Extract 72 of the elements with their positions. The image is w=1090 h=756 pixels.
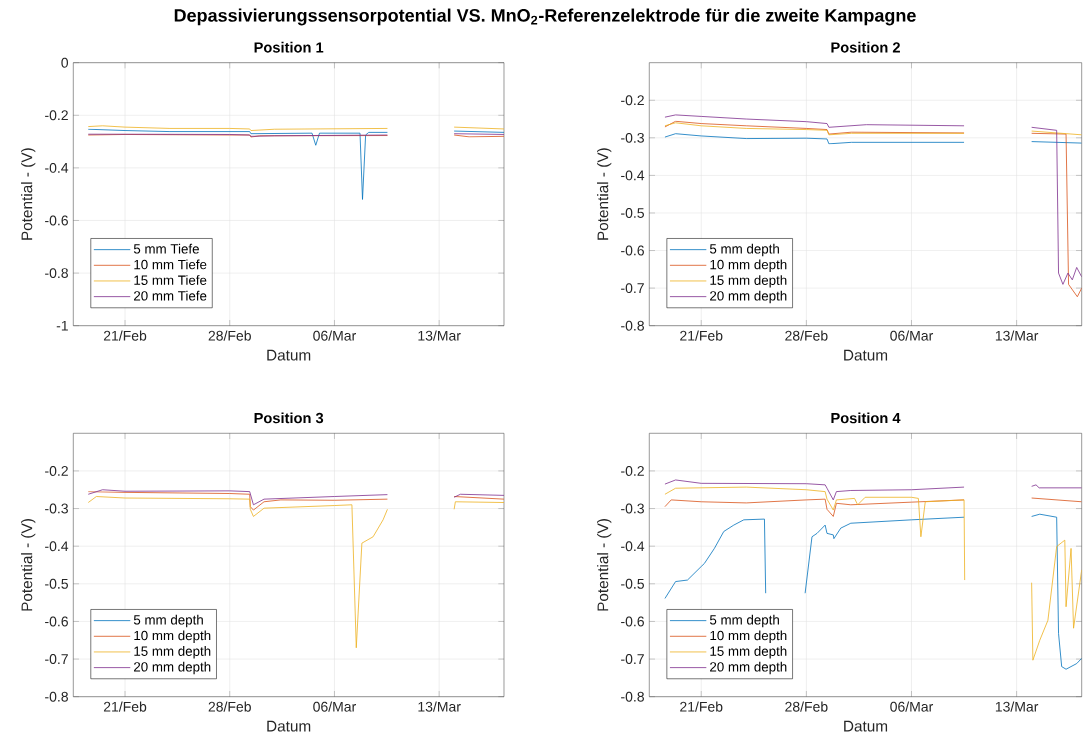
y-tick-label: 0 bbox=[61, 57, 69, 68]
legend-label: 5 mm depth bbox=[133, 614, 203, 628]
y-tick-label: -0.4 bbox=[621, 170, 645, 181]
x-tick-label: 13/Mar bbox=[995, 330, 1039, 341]
legend-label: 10 mm depth bbox=[134, 630, 211, 643]
chart-title: Position 4 bbox=[831, 412, 901, 424]
legend-label: 20 mm depth bbox=[710, 290, 787, 304]
y-tick-label: -0.3 bbox=[45, 503, 68, 514]
y-tick-label: -0.2 bbox=[621, 95, 644, 106]
text: Depassivierungssensorpotential VS. MnO$_{2}$-Referenzelektrode für die zweite Kampagne bbox=[174, 8, 916, 26]
y-tick-label: -0.5 bbox=[45, 578, 68, 589]
x-tick-label: 28/Feb bbox=[208, 701, 251, 712]
legend-label: 15 mm depth bbox=[710, 275, 787, 288]
legend-label: 20 mm depth bbox=[134, 661, 211, 675]
y-tick-label: -0.5 bbox=[621, 578, 644, 589]
y-tick-label: -0.4 bbox=[45, 162, 69, 173]
y-tick-label: -0.3 bbox=[621, 132, 644, 143]
y-tick-label: -0.2 bbox=[45, 110, 68, 121]
chart-title: Position 3 bbox=[254, 412, 324, 424]
x-tick-label: 06/Mar bbox=[313, 330, 357, 341]
y-tick-label: -0.7 bbox=[621, 283, 644, 294]
legend-label: 10 mm depth bbox=[710, 630, 787, 643]
y-tick-label: -0.7 bbox=[621, 654, 644, 665]
y-tick-label: -1 bbox=[56, 320, 68, 331]
x-tick-label: 06/Mar bbox=[313, 701, 357, 712]
y-tick-label: -0.7 bbox=[45, 654, 68, 665]
y-axis-title: Potential - (V) bbox=[597, 519, 612, 611]
legend-label: 15 mm Tiefe bbox=[134, 275, 207, 285]
x-tick-label: 21/Feb bbox=[103, 330, 147, 341]
legend-label: 10 mm depth bbox=[710, 259, 787, 272]
x-tick-label: 21/Feb bbox=[680, 330, 723, 341]
y-tick-label: -0.8 bbox=[621, 320, 644, 331]
y-tick-label: -0.3 bbox=[621, 503, 644, 514]
x-tick-label: 13/Mar bbox=[995, 701, 1039, 712]
y-tick-label: -0.8 bbox=[621, 691, 644, 702]
y-axis-title: Potential - (V) bbox=[21, 519, 36, 611]
y-tick-label: -0.6 bbox=[621, 616, 644, 627]
x-tick-label: 28/Feb bbox=[785, 701, 828, 712]
y-tick-label: -0.2 bbox=[621, 465, 644, 476]
y-tick-label: -0.6 bbox=[45, 215, 68, 226]
y-tick-label: -0.6 bbox=[621, 245, 644, 256]
legend-label: 15 mm depth bbox=[134, 646, 211, 659]
x-tick-label: 28/Feb bbox=[785, 330, 828, 341]
chart-subtitle: Position 1 bbox=[254, 41, 324, 53]
y-tick-label: -0.4 bbox=[621, 541, 645, 552]
x-axis-title: Datum bbox=[267, 349, 311, 361]
y-axis-title: Potential - (V) bbox=[21, 148, 36, 240]
x-tick-label: 28/Feb bbox=[208, 330, 251, 341]
legend-label: 10 mm Tiefe bbox=[134, 259, 207, 270]
y-tick-label: -0.4 bbox=[45, 541, 69, 552]
x-tick-label: 13/Mar bbox=[418, 330, 461, 341]
legend-label: 20 mm depth bbox=[710, 661, 787, 675]
legend-label: 5 mm depth bbox=[709, 243, 779, 257]
x-tick-label: 21/Feb bbox=[103, 701, 147, 712]
y-axis-title: Potential - (V) bbox=[597, 148, 612, 240]
x-tick-label: 21/Feb bbox=[680, 701, 723, 712]
legend-label: 15 mm depth bbox=[710, 646, 787, 659]
x-axis-title: Datum bbox=[844, 720, 888, 732]
y-tick-label: -0.8 bbox=[45, 691, 68, 702]
x-axis-title: Datum bbox=[844, 349, 888, 361]
y-tick-label: -0.6 bbox=[45, 616, 68, 627]
y-tick-label: -0.2 bbox=[45, 465, 68, 476]
chart-title: Position 2 bbox=[831, 41, 900, 53]
y-tick-label: -0.8 bbox=[45, 268, 68, 279]
legend-label: 20 mm Tiefe bbox=[134, 290, 207, 301]
x-axis-title: Datum bbox=[267, 720, 311, 732]
legend-label: 5 mm Tiefe bbox=[133, 243, 199, 254]
x-tick-label: 06/Mar bbox=[890, 330, 934, 341]
y-tick-label: -0.5 bbox=[621, 208, 644, 218]
x-tick-label: 13/Mar bbox=[418, 701, 461, 712]
x-tick-label: 06/Mar bbox=[890, 701, 934, 712]
legend-label: 5 mm depth bbox=[709, 614, 779, 628]
